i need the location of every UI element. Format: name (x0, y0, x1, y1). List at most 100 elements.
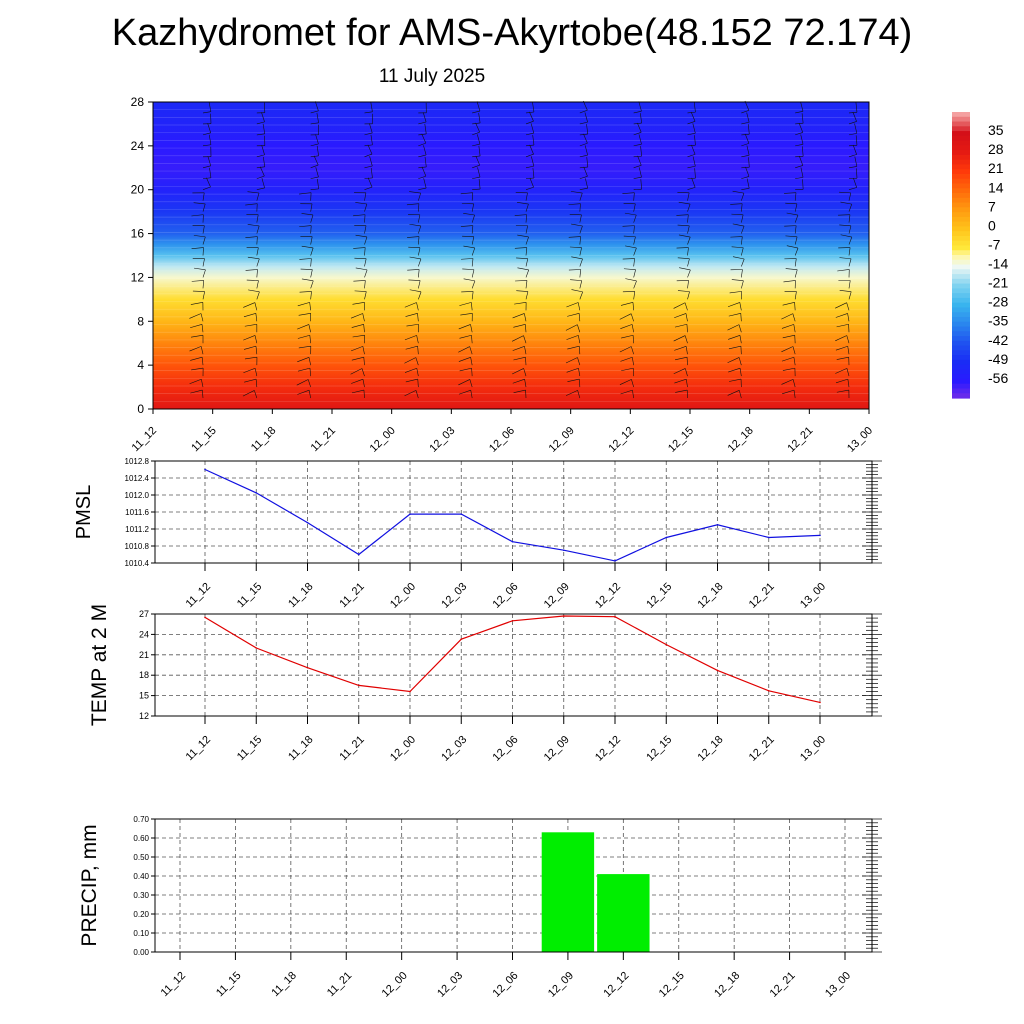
wind-barbs (189, 100, 858, 399)
wind-barb-flag (297, 324, 309, 330)
precip-xtick-label: 12_00 (380, 970, 410, 1000)
temp-2m-ytick-label: 27 (139, 609, 149, 619)
wind-barb (418, 187, 427, 191)
wind-barb-flag (835, 368, 848, 374)
wind-barb-flag (190, 324, 203, 329)
wind-barb-flag (298, 312, 311, 316)
wind-barb (579, 203, 581, 212)
wind-barb-flag (836, 389, 849, 393)
wind-barb (525, 236, 529, 245)
pmsl-xtick-label: 13_00 (798, 581, 828, 611)
wind-barb-flag (836, 323, 849, 328)
wind-barb-flag (190, 302, 203, 305)
wind-barb-flag (729, 291, 742, 294)
temp-2m-point (357, 684, 360, 687)
wind-barb (471, 368, 473, 377)
colorbar-segment (952, 202, 970, 208)
temp-2m-ytick-label: 18 (139, 670, 149, 680)
wind-barb (471, 214, 475, 223)
wind-barb-flag (674, 378, 687, 384)
wind-barb (633, 236, 636, 245)
wind-barb (579, 291, 583, 300)
wind-barb (579, 280, 583, 289)
wind-barb (525, 192, 528, 201)
wind-barb-flag (727, 302, 740, 308)
wind-barb (633, 214, 637, 223)
wind-barb-flag (786, 245, 799, 249)
wind-barb-flag (209, 167, 212, 178)
wind-barb (848, 187, 857, 191)
wind-barb-flag (839, 191, 851, 194)
wind-barb (687, 247, 689, 256)
wind-barb-flag (208, 101, 212, 112)
precip-ytick-label: 0.30 (133, 891, 149, 900)
precip-frame (154, 818, 873, 953)
wind-barb (364, 225, 367, 234)
wind-barb-flag (513, 356, 526, 361)
wind-barb (202, 132, 211, 136)
wind-barb (202, 390, 204, 399)
pmsl-xtick-label: 12_18 (696, 581, 726, 611)
wind-barb-flag (405, 313, 418, 317)
wind-barb (633, 269, 636, 278)
wind-barb-flag (407, 269, 420, 271)
wind-barb-flag (367, 144, 373, 155)
wind-barb-flag (370, 134, 373, 145)
colorbar-segment (952, 355, 970, 361)
wind-barb-flag (350, 313, 363, 319)
pmsl-point (460, 513, 463, 515)
wind-barb-flag (586, 157, 589, 168)
wind-barb-flag (625, 245, 637, 249)
wind-barb (579, 175, 588, 180)
wind-barb-flag (692, 156, 696, 167)
wind-barb-flag (679, 267, 691, 271)
wind-barb (202, 280, 204, 289)
wind-barb (741, 269, 743, 278)
wind-barb-flag (243, 368, 256, 374)
wind-barb (471, 258, 474, 267)
colorbar-label: 14 (988, 179, 1004, 195)
wind-barb (685, 346, 688, 355)
temp-2m-xtick-label: 11_21 (337, 734, 367, 764)
wind-barb-flag (243, 302, 256, 308)
wind-barb-flag (529, 177, 534, 188)
wind-barb (795, 132, 803, 136)
wind-barb-flag (409, 289, 422, 293)
colorbar-segment (952, 126, 970, 132)
wind-barb (741, 280, 744, 289)
wind-barb (633, 122, 642, 125)
temp-2m-point (511, 620, 514, 622)
wind-barb (633, 203, 636, 212)
wind-barb (202, 165, 211, 169)
wind-barb-flag (463, 278, 475, 282)
pmsl-ytick-label: 1010.8 (125, 542, 150, 551)
wind-barb-flag (731, 246, 744, 249)
wind-barb (525, 214, 527, 223)
wind-barb (256, 258, 260, 267)
wind-barb (687, 280, 689, 289)
wind-barb (201, 357, 204, 366)
wind-barb (631, 379, 634, 388)
wind-barb-flag (565, 357, 578, 364)
pmsl-xtick-label: 12_15 (644, 581, 674, 611)
wind-barb (632, 390, 634, 399)
wind-barb-flag (458, 379, 470, 386)
colorbar-segment (952, 326, 970, 332)
wind-barb (364, 258, 367, 267)
wind-barb (525, 258, 529, 267)
wind-barb-flag (511, 335, 524, 342)
wind-barb-flag (191, 280, 204, 282)
heatmap-xtick-label: 11_21 (309, 425, 339, 455)
wind-barb-flag (568, 203, 581, 205)
wind-barb-flag (462, 268, 474, 270)
wind-barb-flag (355, 234, 368, 238)
wind-barb-flag (189, 378, 202, 385)
wind-barb-flag (783, 280, 796, 283)
wind-barb (256, 187, 265, 191)
wind-barb (470, 390, 473, 399)
temp-2m-ytick-label: 21 (139, 650, 149, 660)
wind-barb-flag (532, 168, 535, 179)
wind-barb-flag (568, 236, 581, 238)
precip-ytick-label: 0.50 (133, 853, 149, 862)
wind-barb (794, 258, 797, 267)
